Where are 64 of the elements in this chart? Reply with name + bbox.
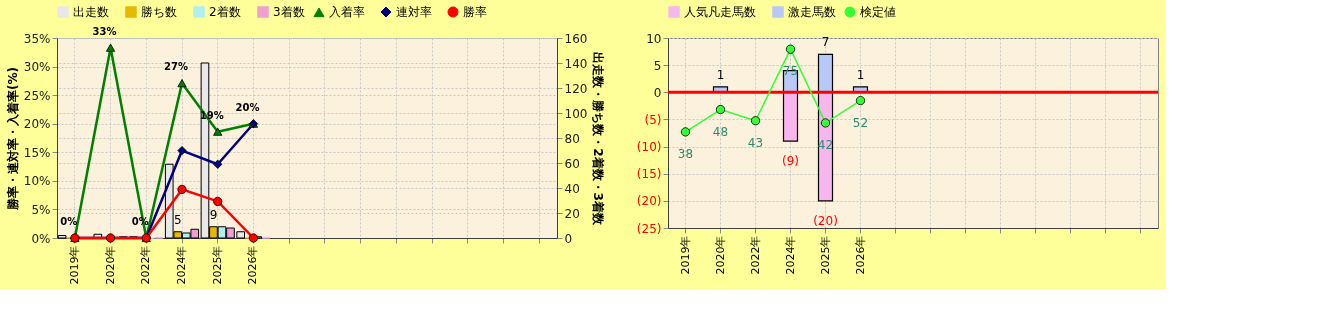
y-tick-label: (25) — [636, 221, 662, 236]
legend-label: 検定値 — [860, 5, 896, 19]
legend-label: 勝ち数 — [141, 5, 177, 19]
y2-tick-label: 20 — [564, 206, 580, 221]
y-tick-label: (15) — [636, 167, 662, 182]
y-tick-label: 5% — [31, 202, 51, 217]
y-tick-label: (20) — [636, 194, 662, 209]
data-label: (9) — [782, 154, 799, 169]
y-axis-title: 勝率・連対率・入着率(%) — [5, 67, 20, 211]
y-tick-label: 10 — [646, 31, 662, 46]
y2-tick-label: 0 — [564, 231, 573, 246]
x-tick-label: 2019年 — [67, 245, 81, 285]
x-tick-label: 2020年 — [713, 235, 727, 275]
y-tick-label: 30% — [23, 60, 51, 75]
y-tick-label: 15% — [23, 145, 51, 160]
y2-tick-label: 100 — [564, 106, 588, 121]
data-label: 1 — [856, 67, 865, 82]
y2-tick-label: 60 — [564, 156, 580, 171]
data-label: 43 — [747, 135, 764, 150]
y2-axis-title: 出走数・勝ち数・2着数・3着数 — [591, 52, 606, 226]
x-tick-label: 2022年 — [139, 245, 153, 285]
y-tick-label: (5) — [644, 112, 662, 127]
legend-label: 連対率 — [396, 5, 432, 19]
legend-label: 人気凡走馬数 — [684, 5, 756, 19]
data-label: 0% — [60, 216, 78, 227]
data-label: 52 — [852, 115, 869, 130]
data-label: 1 — [716, 67, 725, 82]
y2-tick-label: 140 — [564, 56, 588, 71]
x-tick-label: 2026年 — [246, 245, 260, 285]
y-tick-label: 5 — [653, 58, 662, 73]
legend-label: 勝率 — [463, 5, 487, 19]
x-tick-label: 2020年 — [103, 245, 117, 285]
y2-tick-label: 120 — [564, 81, 588, 96]
legend-label: 激走馬数 — [788, 5, 836, 19]
x-tick-label: 2024年 — [783, 235, 797, 275]
y-tick-label: 25% — [23, 88, 51, 103]
legend-label: 2着数 — [209, 5, 241, 19]
x-tick-label: 2025年 — [210, 245, 224, 285]
data-label: 20% — [235, 101, 260, 113]
y2-tick-label: 80 — [564, 131, 580, 146]
data-label: 38 — [677, 146, 694, 161]
data-label: 33% — [92, 25, 117, 37]
x-tick-label: 2026年 — [853, 235, 867, 275]
x-tick-label: 2022年 — [748, 235, 762, 275]
data-label: 9 — [209, 207, 218, 222]
legend-label: 入着率 — [329, 5, 365, 20]
legend-label: 出走数 — [73, 5, 109, 19]
y-tick-label: (10) — [636, 140, 662, 155]
x-tick-label: 2025年 — [818, 235, 832, 275]
legend-label: 3着数 — [273, 5, 305, 19]
y2-tick-label: 160 — [564, 31, 588, 46]
data-label: 7 — [821, 35, 830, 50]
y-tick-label: 20% — [23, 117, 51, 132]
data-label: 48 — [712, 124, 729, 139]
y-tick-label: 35% — [23, 31, 51, 46]
data-label: 27% — [164, 61, 188, 73]
x-tick-label: 2024年 — [175, 245, 188, 285]
data-label: 5 — [173, 212, 182, 227]
y-tick-label: 0 — [653, 85, 662, 100]
x-tick-label: 2019年 — [678, 235, 692, 275]
data-label: (20) — [813, 213, 838, 228]
y2-tick-label: 40 — [564, 181, 580, 196]
y-tick-label: 10% — [23, 174, 51, 189]
y-tick-label: 0% — [31, 231, 51, 246]
